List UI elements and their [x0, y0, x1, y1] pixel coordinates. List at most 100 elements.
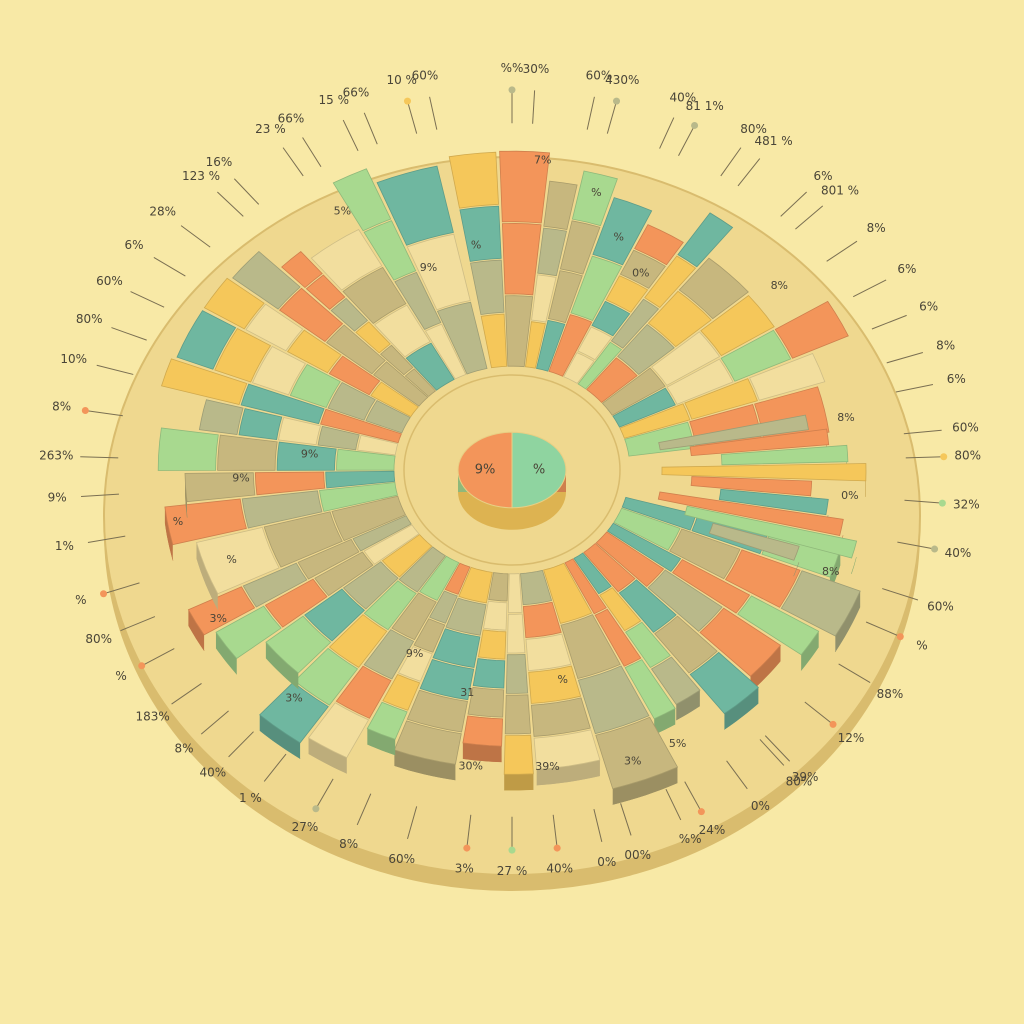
- leader-line-28: [620, 803, 632, 836]
- segment-22: [619, 249, 666, 289]
- segment-36: [666, 358, 734, 405]
- leader-dot-35: [312, 805, 320, 813]
- segment-102: [419, 555, 460, 601]
- leader-line-48: [111, 327, 147, 341]
- leader-lines: [80, 86, 948, 854]
- perimeter-label-56: 15 %: [319, 93, 350, 107]
- perimeter-label-45: 263%: [39, 449, 73, 463]
- leader-line-19: [882, 588, 919, 601]
- segment-61: [689, 651, 760, 715]
- leader-dot-20: [896, 633, 904, 641]
- perimeter-label-34: 8%: [339, 837, 358, 851]
- segment-137: [357, 434, 399, 456]
- segment-172: [363, 220, 417, 281]
- segment-50: [724, 549, 801, 608]
- segment-35: [612, 387, 676, 428]
- segment-154: [245, 303, 304, 352]
- leader-line-56: [342, 119, 359, 152]
- segment-87: [472, 658, 506, 689]
- leader-line-40: [141, 648, 175, 667]
- segment-25: [610, 298, 660, 349]
- segment-164: [305, 274, 346, 310]
- segment-label-4: %: [591, 186, 601, 199]
- segment-74: [522, 601, 562, 639]
- segment-83: [503, 734, 534, 775]
- segment-117: [314, 551, 374, 597]
- perimeter-label-12: 6%: [919, 299, 938, 313]
- segment-110: [293, 647, 359, 706]
- segment-94: [406, 689, 468, 733]
- segment-7: [525, 321, 546, 369]
- segment-69: [543, 562, 593, 624]
- segment-wall: [308, 737, 347, 774]
- leader-line-3: [606, 100, 617, 134]
- leader-line-15: [903, 429, 942, 435]
- segment-58: [583, 542, 636, 593]
- segment-103: [391, 592, 437, 641]
- perimeter-label-17: 32%: [953, 498, 980, 512]
- leader-dot-22: [829, 720, 837, 728]
- center-pie: % 9%: [457, 431, 567, 530]
- segment-101: [366, 701, 408, 740]
- leader-line-37: [228, 731, 254, 758]
- leader-line-17: [904, 499, 943, 504]
- leader-line-50: [153, 256, 186, 277]
- leader-line-9: [795, 205, 824, 230]
- segment-82: [504, 694, 532, 735]
- segment-49: [669, 528, 741, 580]
- segment-99: [397, 646, 433, 682]
- perimeter-label-57: 66%: [343, 85, 370, 99]
- leader-line-58: [407, 100, 418, 134]
- perimeter-label-40: %: [115, 669, 126, 683]
- segment-16: [570, 255, 623, 322]
- perimeter-label-22: 12%: [838, 731, 865, 745]
- leader-line-39: [171, 683, 202, 705]
- segment-label-2: %: [471, 239, 481, 252]
- perimeter-label-10: 8%: [867, 221, 886, 235]
- segment-68: [624, 659, 676, 720]
- segment-104: [363, 629, 415, 680]
- leader-line-34: [356, 793, 372, 826]
- segment-label-13: %: [173, 515, 183, 528]
- segment-85: [483, 600, 508, 631]
- segment-77: [530, 697, 591, 737]
- center-slice-label-1: 9%: [475, 463, 496, 478]
- segment-140: [238, 408, 283, 441]
- segment-115: [265, 615, 332, 674]
- segment-38: [774, 300, 849, 359]
- perimeter-label-46: 8%: [52, 400, 71, 414]
- segment-112: [381, 534, 433, 578]
- perimeter-label-52: 123 %: [182, 169, 220, 183]
- leader-line-47: [96, 364, 134, 375]
- segment-15: [548, 314, 593, 377]
- block-5: [718, 488, 829, 516]
- segment-123: [187, 586, 256, 636]
- perimeter-label-26: 24%: [699, 823, 726, 837]
- segment-8: [531, 274, 557, 323]
- leader-dot-3: [613, 97, 621, 105]
- segment-34: [700, 294, 775, 357]
- center-slice-label-0: %: [533, 463, 545, 478]
- segment-41: [749, 352, 826, 401]
- segment-wall: [265, 642, 299, 690]
- segment-157: [325, 324, 386, 375]
- segment-119: [215, 605, 282, 660]
- perimeter-label-38: 8%: [174, 741, 193, 755]
- segment-12: [548, 270, 583, 324]
- perimeter-label-51: 28%: [149, 205, 176, 219]
- segment-label-1: 9%: [420, 261, 437, 274]
- segment-1: [470, 259, 505, 316]
- perimeter-label-41: 80%: [85, 632, 112, 646]
- segment-166: [405, 342, 455, 391]
- segment-17: [592, 197, 653, 266]
- segment-wall: [188, 609, 205, 651]
- leader-line-16: [905, 456, 944, 459]
- perimeter-label-15: 60%: [952, 421, 979, 435]
- segment-10: [543, 180, 578, 230]
- segment-wall: [676, 690, 700, 721]
- perimeter-label-59: 60%: [412, 69, 439, 83]
- perimeter-label-43: 1%: [55, 539, 74, 553]
- segment-wall: [367, 728, 396, 756]
- segment-122: [242, 562, 308, 608]
- perimeter-label-37: 40%: [199, 765, 226, 779]
